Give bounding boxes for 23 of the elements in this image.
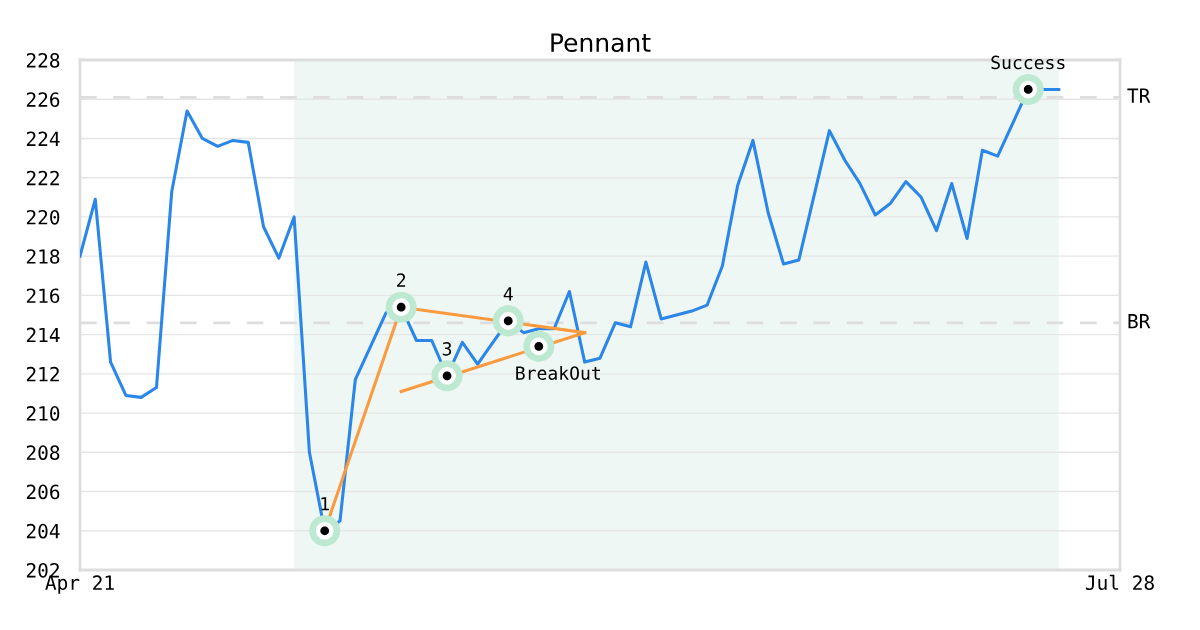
annotation: Success (991, 55, 1065, 70)
annotation: 4 (503, 287, 513, 301)
y-tick-label: 228 (26, 53, 60, 68)
y-tick-label: 204 (26, 523, 60, 539)
annotation: 1 (321, 497, 329, 511)
x-tick-label: Jul 28 (1085, 574, 1154, 591)
annotation: 2 (397, 273, 406, 287)
y-tick-label: 210 (26, 406, 60, 421)
y-tick-label: 214 (26, 327, 60, 343)
ref-line-label: BR (1128, 314, 1151, 329)
y-tick-label: 220 (26, 209, 60, 225)
y-tick-label: 226 (26, 92, 60, 107)
y-tick-label: 208 (26, 445, 60, 461)
y-tick-label: 218 (26, 249, 60, 264)
ref-line-label: TR (1127, 88, 1151, 103)
y-tick-label: 224 (26, 131, 60, 146)
annotation: BreakOut (516, 365, 600, 380)
y-tick-label: 212 (26, 366, 59, 382)
chart-title: Pennant (551, 33, 651, 53)
annotation: 3 (442, 341, 452, 356)
y-tick-label: 206 (26, 484, 60, 500)
y-tick-label: 222 (26, 170, 59, 186)
y-tick-label: 216 (26, 288, 60, 304)
